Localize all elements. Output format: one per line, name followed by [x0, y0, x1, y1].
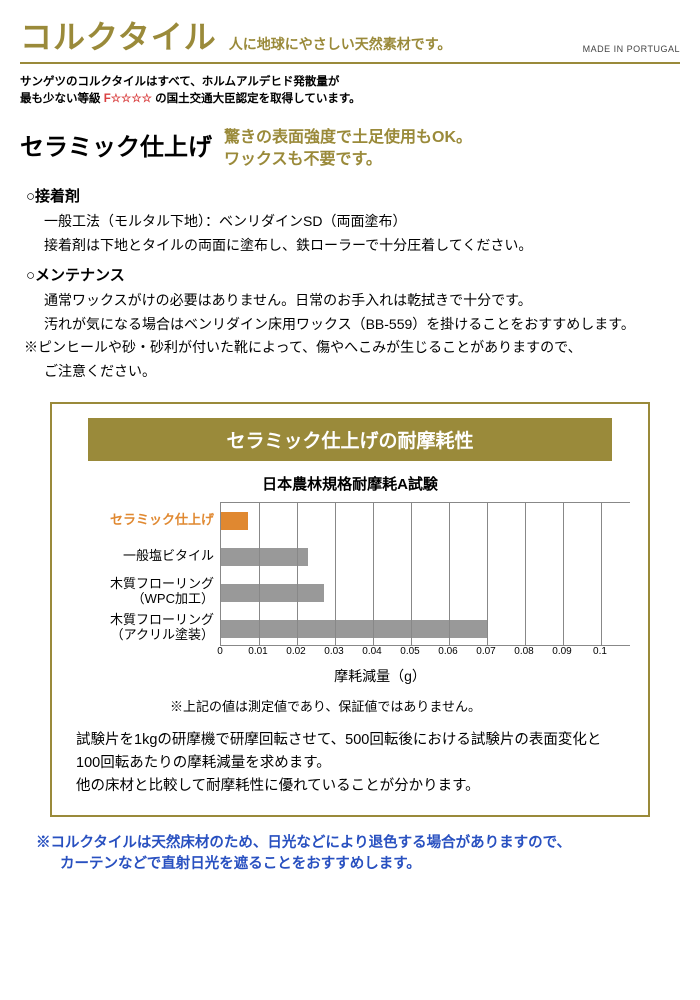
y-axis-label: 木質フローリング（WPC加工）	[80, 574, 220, 610]
x-tick: 0.09	[552, 646, 571, 657]
grid-line	[335, 503, 336, 645]
x-axis: 00.010.020.030.040.050.060.070.080.090.1	[220, 646, 600, 662]
y-axis-label: 一般塩ビタイル	[80, 538, 220, 574]
footer-line2: カーテンなどで直射日光を遮ることをおすすめします。	[60, 856, 421, 872]
x-tick: 0.06	[438, 646, 457, 657]
bar	[221, 548, 308, 566]
adhesive-heading: ○接着剤	[26, 185, 680, 206]
grid-line	[601, 503, 602, 645]
maintenance-heading: ○メンテナンス	[26, 264, 680, 285]
x-tick: 0.03	[324, 646, 343, 657]
adhesive-line1: 一般工法（モルタル下地）：ベンリダインSD（両面塗布）	[44, 210, 680, 234]
grid-line	[373, 503, 374, 645]
section-desc-line1: 驚きの表面強度で土足使用もOK。	[224, 129, 472, 146]
chart-desc-line1: 試験片を1kgの研摩機で研摩回転させて、500回転後における試験片の表面変化と1…	[76, 732, 601, 771]
x-tick: 0.07	[476, 646, 495, 657]
grid-line	[449, 503, 450, 645]
x-tick: 0.04	[362, 646, 381, 657]
caution-line1: ※ピンヒールや砂・砂利が付いた靴によって、傷やへこみが生じることがありますので、	[24, 336, 680, 360]
grid-line	[487, 503, 488, 645]
chart-desc: 試験片を1kgの研摩機で研摩回転させて、500回転後における試験片の表面変化と1…	[76, 729, 624, 799]
maintenance-line1: 通常ワックスがけの必要はありません。日常のお手入れは乾拭きで十分です。	[44, 289, 680, 313]
maintenance-line2: 汚れが気になる場合はベンリダイン床用ワックス（BB-559）を掛けることをおすす…	[44, 313, 680, 337]
chart-note: ※上記の値は測定値であり、保証値ではありません。	[170, 696, 630, 715]
main-title: コルクタイル	[20, 12, 217, 58]
footer-line1: ※コルクタイルは天然床材のため、日光などにより退色する場合がありますので、	[36, 835, 571, 851]
chart-box: セラミック仕上げの耐摩耗性 日本農林規格耐摩耗A試験 セラミック仕上げ一般塩ビタ…	[50, 402, 650, 817]
f-stars: F☆☆☆☆	[104, 93, 152, 105]
intro-line2-pre: 最も少ない等級	[20, 93, 104, 105]
y-axis-label: セラミック仕上げ	[80, 502, 220, 538]
chart-desc-line2: 他の床材と比較して耐摩耗性に優れていることが分かります。	[76, 778, 480, 794]
x-tick: 0.1	[593, 646, 607, 657]
grid-line	[411, 503, 412, 645]
intro-text: サンゲツのコルクタイルはすべて、ホルムアルデヒド発散量が 最も少ない等級 F☆☆…	[20, 74, 680, 109]
subtitle: 人に地球にやさしい天然素材です。	[229, 34, 452, 54]
bar	[221, 512, 248, 530]
grid-line	[563, 503, 564, 645]
made-in-label: MADE IN PORTUGAL	[583, 44, 680, 54]
bars-region	[220, 502, 630, 646]
x-tick: 0.08	[514, 646, 533, 657]
grid-line	[525, 503, 526, 645]
intro-line1: サンゲツのコルクタイルはすべて、ホルムアルデヒド発散量が	[20, 76, 339, 88]
x-tick: 0	[217, 646, 223, 657]
section-header: セラミック仕上げ 驚きの表面強度で土足使用もOK。 ワックスも不要です。	[20, 127, 680, 172]
y-axis-labels: セラミック仕上げ一般塩ビタイル木質フローリング（WPC加工）木質フローリング（ア…	[80, 502, 220, 646]
caution-line2: ご注意ください。	[44, 360, 680, 384]
footer-note: ※コルクタイルは天然床材のため、日光などにより退色する場合がありますので、 カー…	[36, 833, 664, 877]
header: コルクタイル 人に地球にやさしい天然素材です。 MADE IN PORTUGAL	[20, 12, 680, 64]
adhesive-line2: 接着剤は下地とタイルの両面に塗布し、鉄ローラーで十分圧着してください。	[44, 234, 680, 258]
intro-line2-post: の国土交通大臣認定を取得しています。	[152, 93, 361, 105]
bar-row	[221, 503, 630, 539]
bar-row	[221, 539, 630, 575]
x-axis-label: 摩耗減量（g）	[130, 666, 630, 686]
grid-line	[297, 503, 298, 645]
section-desc-line2: ワックスも不要です。	[224, 151, 382, 168]
x-tick: 0.05	[400, 646, 419, 657]
bar	[221, 620, 487, 638]
y-axis-label: 木質フローリング（アクリル塗装）	[80, 610, 220, 646]
chart-subtitle: 日本農林規格耐摩耗A試験	[70, 473, 630, 494]
section-desc: 驚きの表面強度で土足使用もOK。 ワックスも不要です。	[224, 127, 472, 172]
chart-title: セラミック仕上げの耐摩耗性	[88, 418, 612, 461]
section-title: セラミック仕上げ	[20, 127, 212, 162]
title-row: コルクタイル 人に地球にやさしい天然素材です。 MADE IN PORTUGAL	[20, 12, 680, 58]
chart-area: セラミック仕上げ一般塩ビタイル木質フローリング（WPC加工）木質フローリング（ア…	[80, 502, 630, 646]
x-tick: 0.01	[248, 646, 267, 657]
grid-line	[259, 503, 260, 645]
x-tick: 0.02	[286, 646, 305, 657]
bar-row	[221, 611, 630, 647]
bar	[221, 584, 324, 602]
bar-row	[221, 575, 630, 611]
